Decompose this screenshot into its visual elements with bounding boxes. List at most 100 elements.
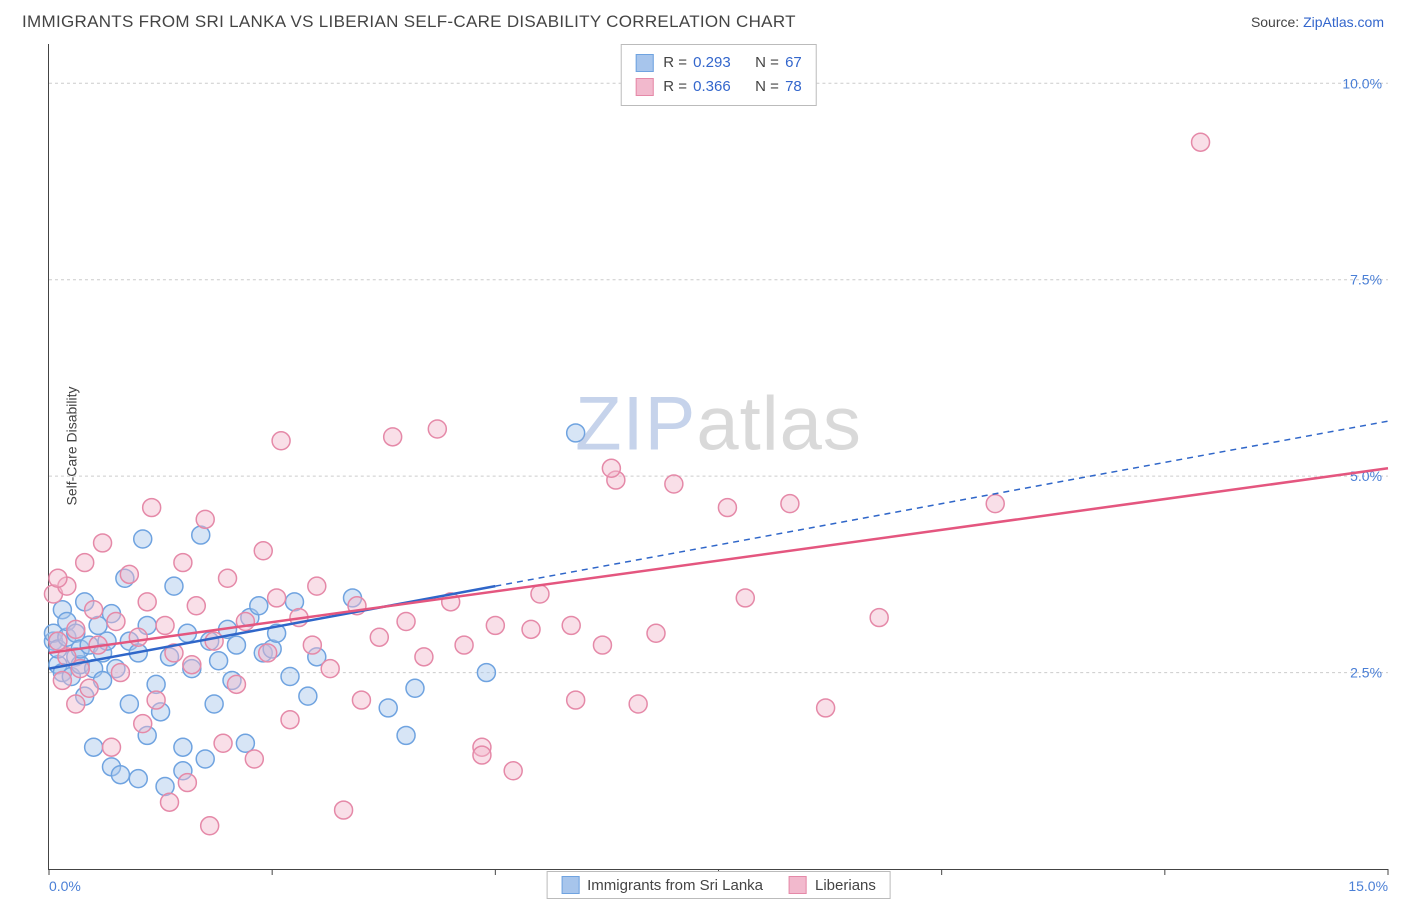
scatter-point (321, 660, 339, 678)
scatter-point (147, 691, 165, 709)
scatter-point (567, 691, 585, 709)
r-label: R = (663, 78, 691, 95)
source-prefix: Source: (1251, 14, 1303, 30)
scatter-point (486, 616, 504, 634)
scatter-point (49, 569, 67, 587)
legend-swatch (635, 78, 653, 96)
scatter-point (477, 664, 495, 682)
scatter-point (67, 695, 85, 713)
scatter-point (49, 632, 67, 650)
scatter-point (299, 687, 317, 705)
scatter-point (85, 738, 103, 756)
scatter-point (397, 613, 415, 631)
source-label: Source: ZipAtlas.com (1251, 14, 1384, 30)
scatter-point (156, 616, 174, 634)
scatter-point (268, 589, 286, 607)
scatter-point (986, 495, 1004, 513)
scatter-point (85, 601, 103, 619)
scatter-point (736, 589, 754, 607)
scatter-point (129, 770, 147, 788)
scatter-point (134, 530, 152, 548)
scatter-point (196, 750, 214, 768)
scatter-point (455, 636, 473, 654)
scatter-point (236, 734, 254, 752)
scatter-point (272, 432, 290, 450)
scatter-point (308, 577, 326, 595)
scatter-point (210, 652, 228, 670)
n-label: N = (755, 54, 783, 71)
scatter-point (870, 609, 888, 627)
scatter-point (254, 542, 272, 560)
scatter-point (138, 593, 156, 611)
scatter-point (504, 762, 522, 780)
scatter-point (352, 691, 370, 709)
scatter-point (214, 734, 232, 752)
legend-stat-row: R = 0.293N = 67 (635, 51, 802, 75)
legend-stats: R = 0.293N = 67R = 0.366N = 78 (620, 44, 817, 106)
scatter-point (219, 569, 237, 587)
scatter-point (602, 459, 620, 477)
scatter-point (76, 554, 94, 572)
scatter-point (335, 801, 353, 819)
legend-series-label: Immigrants from Sri Lanka (587, 877, 763, 894)
trend-line (49, 468, 1388, 653)
scatter-point (245, 750, 263, 768)
scatter-point (718, 499, 736, 517)
scatter-point (183, 656, 201, 674)
y-tick-label: 2.5% (1350, 665, 1382, 681)
source-link[interactable]: ZipAtlas.com (1303, 14, 1384, 30)
scatter-point (531, 585, 549, 603)
scatter-point (107, 613, 125, 631)
scatter-point (522, 620, 540, 638)
scatter-point (111, 766, 129, 784)
scatter-point (67, 620, 85, 638)
scatter-point (647, 624, 665, 642)
scatter-point (196, 510, 214, 528)
legend-swatch (789, 876, 807, 894)
scatter-point (102, 738, 120, 756)
n-value: 78 (785, 78, 802, 95)
scatter-point (178, 774, 196, 792)
chart-plot-area: 2.5%5.0%7.5%10.0%0.0%15.0% ZIPatlas R = … (48, 44, 1388, 870)
scatter-point (629, 695, 647, 713)
scatter-point (384, 428, 402, 446)
scatter-point (397, 726, 415, 744)
scatter-point (303, 636, 321, 654)
scatter-point (201, 817, 219, 835)
scatter-point (227, 675, 245, 693)
scatter-point (473, 746, 491, 764)
scatter-point (111, 664, 129, 682)
scatter-point (165, 577, 183, 595)
scatter-point (120, 695, 138, 713)
r-label: R = (663, 54, 691, 71)
scatter-point (53, 671, 71, 689)
scatter-point (665, 475, 683, 493)
legend-swatch (561, 876, 579, 894)
scatter-point (94, 534, 112, 552)
trend-line-extrapolated (495, 421, 1388, 586)
legend-series-item: Liberians (789, 876, 876, 894)
scatter-point (205, 695, 223, 713)
scatter-point (370, 628, 388, 646)
scatter-point (134, 715, 152, 733)
r-value: 0.366 (693, 75, 745, 99)
chart-svg: 2.5%5.0%7.5%10.0%0.0%15.0% (49, 44, 1388, 869)
scatter-point (781, 495, 799, 513)
scatter-point (227, 636, 245, 654)
y-tick-label: 7.5% (1350, 272, 1382, 288)
scatter-point (187, 597, 205, 615)
legend-series: Immigrants from Sri Lanka Liberians (546, 871, 891, 899)
y-tick-label: 10.0% (1342, 75, 1382, 91)
scatter-point (120, 565, 138, 583)
scatter-point (129, 628, 147, 646)
legend-swatch (635, 54, 653, 72)
scatter-point (406, 679, 424, 697)
scatter-point (415, 648, 433, 666)
scatter-point (567, 424, 585, 442)
scatter-point (205, 632, 223, 650)
scatter-point (174, 738, 192, 756)
scatter-point (281, 711, 299, 729)
legend-series-item: Immigrants from Sri Lanka (561, 876, 763, 894)
scatter-point (259, 644, 277, 662)
scatter-point (1192, 133, 1210, 151)
